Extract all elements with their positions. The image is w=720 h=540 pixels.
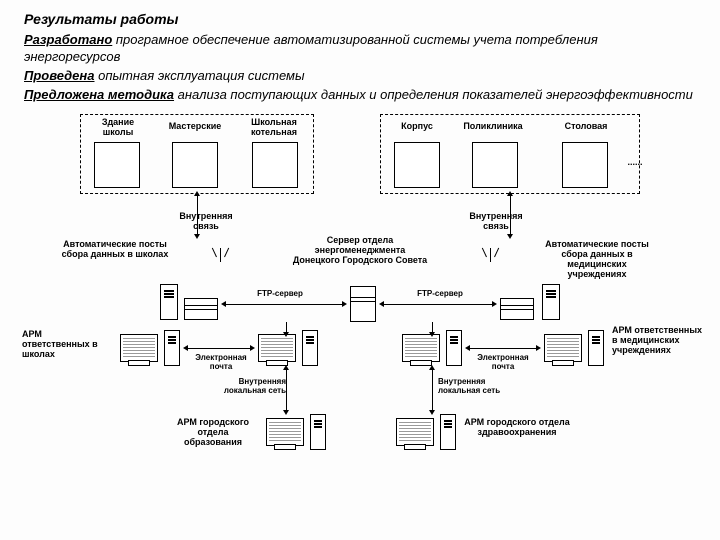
label-lan-right: Внутренняя локальная сеть [438,378,508,396]
arrow-ftp-right [384,304,492,305]
header-text: Результаты работы Разработано програмное… [0,0,720,108]
label-arm-left: АРМ ответственных в школах [22,330,112,360]
box-clinic [472,142,518,188]
arm-edu-monitor [266,418,304,446]
arm-med-monitor [544,334,582,362]
label-building-school: Здание школы [88,118,148,138]
post-box-right [500,298,534,320]
arrow-server-down-r [432,322,433,332]
box-school [94,142,140,188]
label-ftp-right: FTP-сервер [408,290,472,299]
arm-mid-monitor-r [402,334,440,362]
box-workshops [172,142,218,188]
label-email-left: Электронная почта [188,354,254,372]
label-workshops: Мастерские [162,122,228,132]
arm-edu-tower [310,414,326,450]
box-korpus [394,142,440,188]
line3: Предложена методика анализа поступающих … [24,86,696,104]
label-korpus: Корпус [392,122,442,132]
label-ftp-left: FTP-сервер [248,290,312,299]
title: Результаты работы [24,10,696,29]
arm-med-tower [588,330,604,366]
label-boiler: Школьная котельная [242,118,306,138]
label-arm-health: АРМ городского отдела здравоохранения [462,418,572,438]
arrow-top-right [510,196,511,234]
post-box-left [184,298,218,320]
label-email-right: Электронная почта [470,354,536,372]
label-server: Сервер отдела энергоменеджмента Донецког… [290,236,430,266]
arrow-server-down-l [286,322,287,332]
arrow-email-left [188,348,250,349]
arm-health-monitor [396,418,434,446]
line1: Разработано програмное обеспечение автом… [24,31,696,66]
arrow-top-left [197,196,198,234]
antenna-icon [490,248,491,262]
arrow-lan-right [432,370,433,410]
tower-right [542,284,560,320]
arm-mid-tower-r [446,330,462,366]
line2: Проведена опытная эксплуатация системы [24,67,696,85]
tower-left [160,284,178,320]
label-post-left: Автоматические посты сбора данных в школ… [60,240,170,260]
label-lan-left: Внутренняя локальная сеть [216,378,286,396]
arrow-email-right [470,348,536,349]
central-server [350,286,376,322]
arm-mid-monitor-l [258,334,296,362]
label-canteen: Столовая [556,122,616,132]
arm-school-monitor [120,334,158,362]
box-boiler [252,142,298,188]
network-diagram: Здание школы Мастерские Школьная котельн… [0,108,720,528]
arm-mid-tower-l [302,330,318,366]
antenna-icon [220,248,221,262]
arm-school-tower [164,330,180,366]
arrow-ftp-left [226,304,342,305]
label-post-right: Автоматические посты сбора данных в меди… [540,240,654,280]
label-arm-right: АРМ ответственных в медицинских учрежден… [612,326,704,356]
label-internal-right: Внутренняя связь [456,212,536,232]
arm-health-tower [440,414,456,450]
label-arm-edu: АРМ городского отдела образования [168,418,258,448]
label-internal-left: Внутренняя связь [166,212,246,232]
label-clinic: Поликлиника [456,122,530,132]
box-canteen [562,142,608,188]
arrow-lan-left [286,370,287,410]
label-more: ...... [620,158,650,168]
